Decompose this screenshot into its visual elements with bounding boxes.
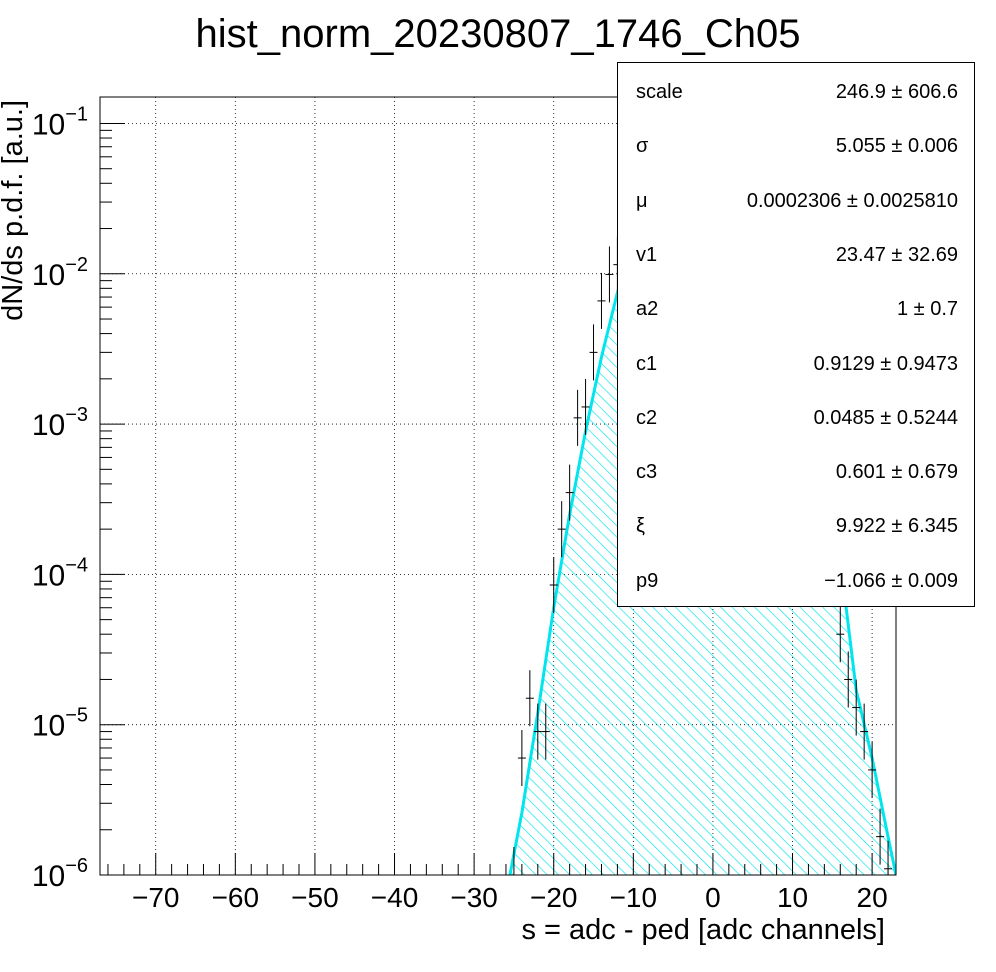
data-point	[589, 324, 598, 381]
x-tick-label: −60	[212, 882, 260, 913]
x-tick-label: −20	[530, 882, 578, 913]
y-tick-label: 10−5	[32, 705, 88, 743]
data-point	[876, 808, 885, 865]
y-tick-label: 10−3	[32, 404, 88, 442]
data-point	[533, 703, 542, 760]
data-point	[557, 501, 566, 558]
data-point	[597, 272, 606, 329]
x-tick-label: −10	[610, 882, 658, 913]
stat-value: 9.922 ± 6.345	[835, 515, 958, 538]
data-point	[517, 730, 526, 787]
y-tick-label: 10−4	[32, 554, 88, 592]
stat-row: ξ 9.922 ± 6.345	[618, 511, 974, 541]
stat-name: v1	[636, 243, 658, 266]
data-point	[844, 651, 853, 708]
y-tick-label: 10−2	[32, 254, 88, 292]
fit-stats-box: scale 246.9 ± 606.6 σ 5.055 ± 0.006 μ 0.00023…	[617, 62, 975, 607]
x-tick-label: 10	[777, 882, 808, 913]
stat-name: c2	[636, 406, 658, 429]
stat-value: 0.0002306 ± 0.0025810	[746, 189, 958, 212]
stat-value: 0.9129 ± 0.9473	[813, 352, 958, 375]
stat-row: p9 −1.066 ± 0.009	[618, 566, 974, 596]
stat-value: −1.066 ± 0.009	[824, 569, 958, 592]
stat-name: scale	[636, 81, 683, 103]
data-point	[525, 670, 534, 727]
stat-row: μ 0.0002306 ± 0.0025810	[618, 186, 974, 216]
y-tick-label: 10−1	[32, 103, 88, 141]
stat-name: μ	[636, 189, 648, 212]
x-tick-label: −50	[291, 882, 339, 913]
stat-value: 0.0485 ± 0.5244	[813, 406, 958, 429]
x-tick-label: 20	[857, 882, 888, 913]
chart-title: hist_norm_20230807_1746_Ch05	[196, 12, 801, 56]
stat-row: c1 0.9129 ± 0.9473	[618, 349, 974, 379]
x-tick-label: −40	[371, 882, 419, 913]
data-point	[836, 606, 845, 663]
data-point	[573, 389, 582, 446]
stat-name: c1	[636, 352, 658, 375]
stat-value: 0.601 ± 0.679	[835, 461, 958, 484]
x-axis-label: s = adc - ped [adc channels]	[521, 914, 885, 946]
x-tick-label: 0	[705, 882, 721, 913]
y-axis-label: dN/ds p.d.f. [a.u.]	[0, 100, 29, 321]
data-point	[565, 464, 574, 521]
data-point	[852, 679, 861, 736]
data-point	[605, 246, 614, 303]
stat-name: σ	[636, 135, 649, 158]
stat-row: c2 0.0485 ± 0.5244	[618, 403, 974, 433]
stat-row: c3 0.601 ± 0.679	[618, 457, 974, 487]
data-point	[541, 703, 550, 760]
data-point	[868, 741, 877, 798]
stat-name: p9	[636, 569, 659, 592]
x-tick-label: −30	[450, 882, 498, 913]
x-tick-label: −70	[132, 882, 180, 913]
stat-name: c3	[636, 461, 658, 484]
stat-value: 5.055 ± 0.006	[835, 135, 958, 158]
data-point	[549, 556, 558, 613]
axes: −70 −60 −50 −40 −30 −20 −10 0 10 20 10−6 10−5 10−4 10…	[32, 103, 889, 913]
stat-name: ξ	[636, 515, 645, 538]
y-tick-label: 10−6	[32, 855, 88, 893]
data-point	[581, 378, 590, 435]
stat-row: a2 1 ± 0.7	[618, 294, 974, 324]
data-point	[860, 703, 869, 760]
stat-value: 246.9 ± 606.6	[835, 81, 958, 103]
stat-name: a2	[636, 298, 659, 321]
data-point	[509, 847, 518, 875]
stat-row: v1 23.47 ± 32.69	[618, 240, 974, 270]
stat-value: 23.47 ± 32.69	[835, 243, 958, 266]
stat-row: scale 246.9 ± 606.6	[618, 77, 974, 107]
stat-value: 1 ± 0.7	[896, 298, 958, 321]
stat-row: σ 5.055 ± 0.006	[618, 131, 974, 161]
